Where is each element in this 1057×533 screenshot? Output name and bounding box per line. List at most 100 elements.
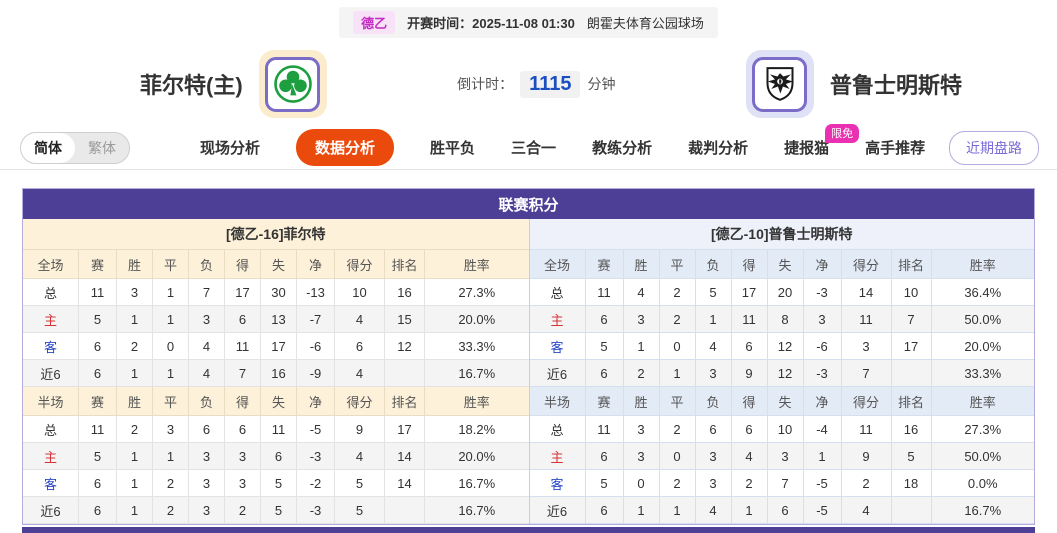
nav-item-6[interactable]: 捷报猫 限免 bbox=[784, 124, 860, 158]
stat-cell: 17 bbox=[891, 333, 932, 360]
stat-cell: 20.0% bbox=[931, 333, 1034, 360]
stat-cell: 9 bbox=[841, 443, 892, 470]
away-team-table: [德乙-10]普鲁士明斯特 全场赛胜平负得失净得分 排名 胜率总 11 4 2 5 17 20 -3… bbox=[528, 219, 1034, 524]
recent-trend-button[interactable]: 近期盘路 bbox=[949, 130, 1039, 165]
stat-cell: 16 bbox=[385, 279, 425, 306]
away-team-name: 普鲁士明斯特 bbox=[829, 73, 962, 98]
stat-cell: 5 bbox=[585, 470, 624, 497]
stat-cell: 3 bbox=[225, 443, 261, 470]
stat-cell: 2 bbox=[623, 360, 660, 387]
stat-cell: 27.3% bbox=[931, 416, 1034, 443]
stat-cell: -3 bbox=[803, 360, 842, 387]
stat-cell: -4 bbox=[803, 416, 842, 443]
nav-item-1[interactable]: 数据分析 bbox=[296, 129, 395, 166]
countdown-label: 倒计时： bbox=[457, 76, 514, 92]
stat-cell: 1 bbox=[153, 443, 189, 470]
stat-cell: 5 bbox=[79, 306, 117, 333]
stat-cell: 20.0% bbox=[425, 443, 529, 470]
league-points-section: 联赛积分 [德乙-16]菲尔特 全场赛胜平负得失净得分 排名 胜率总 11 3 1 7 17 30… bbox=[22, 188, 1035, 525]
stat-cell: 30 bbox=[261, 279, 297, 306]
stat-cell: 4 bbox=[189, 360, 225, 387]
stat-cell: 33.3% bbox=[425, 333, 529, 360]
nav-item-7[interactable]: 高手推荐 bbox=[865, 140, 926, 157]
league-badge[interactable]: 德乙 bbox=[353, 11, 396, 34]
countdown-unit: 分钟 bbox=[587, 76, 616, 92]
stat-cell: 17 bbox=[385, 416, 425, 443]
row-label: 主 bbox=[23, 443, 79, 470]
stat-cell: 5 bbox=[695, 279, 732, 306]
nav-bar: 简体 繁体 现场分析 数据分析 胜平负 三合一 教练分析 裁判分析 捷报猫 限免 高手推荐 近期… bbox=[0, 124, 1057, 170]
row-label: 近6 bbox=[23, 360, 79, 387]
stat-cell: 4 bbox=[623, 279, 660, 306]
stat-cell: 3 bbox=[189, 306, 225, 333]
column-header: 失 bbox=[767, 250, 804, 279]
away-team-logo bbox=[745, 50, 814, 118]
stat-cell: 6 bbox=[585, 360, 624, 387]
nav-item-5[interactable]: 裁判分析 bbox=[688, 140, 749, 157]
stat-cell: -9 bbox=[297, 360, 335, 387]
stat-cell: 6 bbox=[731, 333, 768, 360]
home-team-table: [德乙-16]菲尔特 全场赛胜平负得失净得分 排名 胜率总 11 3 1 7 17 30 -13 10… bbox=[23, 219, 529, 524]
stat-cell: 16.7% bbox=[425, 360, 529, 387]
nav-item-4[interactable]: 教练分析 bbox=[592, 140, 653, 157]
column-header: 失 bbox=[767, 387, 804, 416]
venue-name: 朗霍夫体育公园球场 bbox=[586, 16, 704, 31]
stat-cell: 4 bbox=[695, 497, 732, 524]
stat-cell: -6 bbox=[297, 333, 335, 360]
column-header: 得 bbox=[225, 250, 261, 279]
stat-cell: 6 bbox=[79, 470, 117, 497]
column-header: 半场 bbox=[23, 387, 79, 416]
stat-cell: 11 bbox=[841, 416, 892, 443]
row-label: 客 bbox=[529, 333, 586, 360]
stat-cell: 2 bbox=[117, 416, 153, 443]
column-header: 得 bbox=[731, 250, 768, 279]
nav-item-0[interactable]: 现场分析 bbox=[200, 140, 261, 157]
stat-cell: 6 bbox=[335, 333, 385, 360]
stat-cell: 14 bbox=[841, 279, 892, 306]
nav-item-3[interactable]: 三合一 bbox=[511, 140, 557, 157]
stat-cell: 11 bbox=[261, 416, 297, 443]
stat-cell: 1 bbox=[731, 497, 768, 524]
stat-cell: -3 bbox=[297, 443, 335, 470]
lang-traditional-toggle[interactable]: 繁体 bbox=[88, 139, 116, 156]
stat-cell: 18 bbox=[891, 470, 932, 497]
column-header: 排名 bbox=[385, 250, 425, 279]
column-header: 平 bbox=[659, 250, 696, 279]
stat-cell: 6 bbox=[225, 416, 261, 443]
stat-cell: 50.0% bbox=[931, 306, 1034, 333]
stat-cell: 11 bbox=[841, 306, 892, 333]
eagle-shield-icon bbox=[752, 56, 808, 112]
stat-cell: 17 bbox=[225, 279, 261, 306]
stat-cell: 6 bbox=[79, 333, 117, 360]
stat-cell: 3 bbox=[189, 443, 225, 470]
column-header: 净 bbox=[297, 387, 335, 416]
row-label: 近6 bbox=[529, 497, 586, 524]
row-label: 近6 bbox=[529, 360, 586, 387]
column-header: 赛 bbox=[585, 387, 624, 416]
home-team-logo bbox=[258, 50, 327, 118]
stat-cell: 1 bbox=[153, 279, 189, 306]
stat-cell: 2 bbox=[117, 333, 153, 360]
column-header: 净 bbox=[803, 387, 842, 416]
stat-cell: 6 bbox=[585, 306, 624, 333]
stat-cell: 12 bbox=[767, 360, 804, 387]
stat-cell: 2 bbox=[225, 497, 261, 524]
stat-cell: 5 bbox=[79, 443, 117, 470]
stat-cell: 3 bbox=[623, 306, 660, 333]
stat-cell: 7 bbox=[189, 279, 225, 306]
match-info-bar: 德乙 开赛时间：2025-11-08 01:30 朗霍夫体育公园球场 bbox=[339, 7, 718, 38]
league-points-title: 联赛积分 bbox=[23, 189, 1034, 219]
stat-cell: 3 bbox=[189, 470, 225, 497]
column-header: 得分 bbox=[841, 250, 892, 279]
stat-cell: 16 bbox=[261, 360, 297, 387]
row-label: 总 bbox=[529, 416, 586, 443]
column-header: 平 bbox=[153, 250, 189, 279]
row-label: 主 bbox=[529, 306, 586, 333]
stat-cell: 4 bbox=[189, 333, 225, 360]
column-header: 全场 bbox=[23, 250, 79, 279]
column-header: 赛 bbox=[79, 250, 117, 279]
nav-item-2[interactable]: 胜平负 bbox=[430, 140, 476, 157]
stat-cell: 1 bbox=[659, 497, 696, 524]
stat-cell: 6 bbox=[585, 443, 624, 470]
lang-simplified-toggle[interactable]: 简体 bbox=[21, 132, 75, 163]
